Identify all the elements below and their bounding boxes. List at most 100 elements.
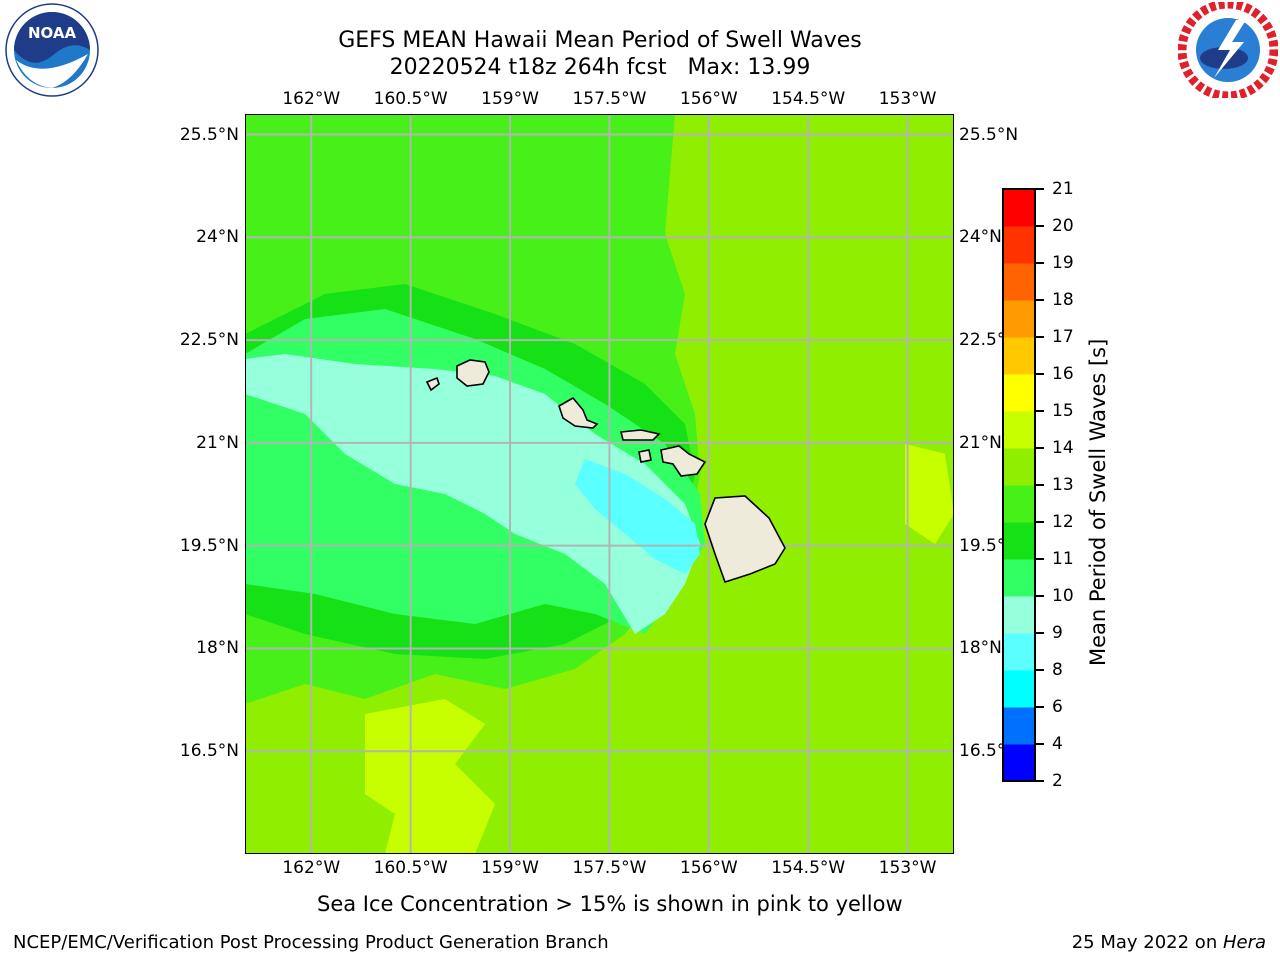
- colorbar-tick-13: [1036, 299, 1044, 301]
- colorbar-tick-10: [1036, 410, 1044, 412]
- colorbar-label-15: 20: [1052, 216, 1074, 236]
- lon-tick-bottom-4: 156°W: [679, 858, 738, 878]
- island-lanai: [638, 449, 652, 463]
- colorbar-tick-9: [1036, 447, 1044, 449]
- colorbar-tick-2: [1036, 706, 1044, 708]
- colorbar-label-12: 17: [1052, 327, 1074, 347]
- colorbar-label-4: 9: [1052, 623, 1063, 643]
- colorbar-title: Mean Period of Swell Waves [s]: [1086, 338, 1110, 666]
- lon-tick-bottom-2: 159°W: [481, 858, 539, 878]
- colorbar-tick-7: [1036, 521, 1044, 523]
- colorbar-tick-1: [1036, 743, 1044, 745]
- island-niihau: [425, 376, 440, 392]
- nws-logo-icon: [1178, 2, 1278, 98]
- lat-tick-left-3: 21°N: [196, 432, 239, 453]
- lon-tick-bottom-1: 160.5°W: [373, 858, 448, 878]
- colorbar-tick-12: [1036, 336, 1044, 338]
- footer-host: Hera: [1222, 932, 1266, 953]
- island-kauai: [456, 359, 490, 387]
- colorbar-segment-10: [1003, 374, 1035, 412]
- swell-contour-14s-south: [365, 699, 495, 854]
- lon-tick-bottom-6: 153°W: [878, 858, 937, 878]
- colorbar-segment-1: [1003, 707, 1035, 745]
- colorbar-tick-6: [1036, 558, 1044, 560]
- swell-contour-14s-east: [905, 444, 954, 544]
- lat-tick-right-5: 18°N: [959, 638, 1002, 659]
- colorbar-tick-16: [1036, 188, 1044, 190]
- colorbar-label-14: 19: [1052, 253, 1074, 273]
- island-hawaii: [704, 495, 786, 583]
- lon-tick-top-0: 162°W: [282, 89, 341, 109]
- colorbar-segment-9: [1003, 411, 1035, 449]
- colorbar-tick-11: [1036, 373, 1044, 375]
- island-molokai: [619, 429, 661, 441]
- lon-tick-top-3: 157.5°W: [572, 89, 647, 109]
- colorbar-label-13: 18: [1052, 290, 1074, 310]
- colorbar-tick-15: [1036, 225, 1044, 227]
- island-maui: [660, 445, 707, 477]
- colorbar-segment-11: [1003, 337, 1035, 375]
- lat-tick-left-4: 19.5°N: [179, 535, 239, 556]
- noaa-logo-text: NOAA: [28, 24, 77, 42]
- colorbar-label-6: 11: [1052, 549, 1074, 569]
- map-plot: [245, 114, 954, 854]
- lat-tick-right-3: 21°N: [959, 432, 1002, 453]
- lon-tick-top-2: 159°W: [481, 89, 539, 109]
- colorbar-tick-8: [1036, 484, 1044, 486]
- colorbar-tick-5: [1036, 595, 1044, 597]
- lon-tick-bottom-5: 154.5°W: [771, 858, 846, 878]
- colorbar-tick-3: [1036, 669, 1044, 671]
- map-title-line1: GEFS MEAN Hawaii Mean Period of Swell Wa…: [338, 28, 862, 53]
- colorbar-label-16: 21: [1052, 179, 1074, 199]
- lat-tick-left-6: 16.5°N: [179, 741, 239, 762]
- map-gridlines: [245, 114, 954, 854]
- colorbar-label-1: 4: [1052, 734, 1063, 754]
- colorbar-segment-8: [1003, 448, 1035, 486]
- colorbar-segment-7: [1003, 485, 1035, 523]
- lon-tick-top-5: 154.5°W: [771, 89, 846, 109]
- colorbar-label-11: 16: [1052, 364, 1074, 384]
- colorbar-segment-15: [1003, 189, 1035, 227]
- map-title-line2: 20220524 t18z 264h fcst Max: 13.99: [389, 55, 811, 80]
- lat-tick-right-0: 25.5°N: [959, 124, 1019, 145]
- footer-date: 25 May 2022 on: [1071, 932, 1223, 953]
- colorbar-segment-5: [1003, 559, 1035, 597]
- footer-left: NCEP/EMC/Verification Post Processing Pr…: [13, 932, 609, 953]
- colorbar-label-10: 15: [1052, 401, 1074, 421]
- colorbar-label-7: 12: [1052, 512, 1074, 532]
- colorbar-label-0: 2: [1052, 771, 1063, 791]
- colorbar-segment-14: [1003, 226, 1035, 264]
- lon-tick-top-6: 153°W: [878, 89, 937, 109]
- swell-contour-13s: [245, 114, 954, 854]
- lon-tick-bottom-3: 157.5°W: [572, 858, 647, 878]
- colorbar-segment-12: [1003, 300, 1035, 338]
- colorbar-label-9: 14: [1052, 438, 1074, 458]
- colorbar-tick-0: [1036, 780, 1044, 782]
- hawaiian-islands: [425, 359, 786, 583]
- colorbar-segment-4: [1003, 596, 1035, 634]
- swell-contour-9s: [245, 354, 700, 634]
- colorbar: [1002, 188, 1036, 782]
- lat-tick-right-1: 24°N: [959, 227, 1002, 248]
- colorbar-label-3: 8: [1052, 660, 1063, 680]
- colorbar-segment-13: [1003, 263, 1035, 301]
- colorbar-label-8: 13: [1052, 475, 1074, 495]
- colorbar-label-5: 10: [1052, 586, 1074, 606]
- lon-tick-top-1: 160.5°W: [373, 89, 448, 109]
- colorbar-tick-14: [1036, 262, 1044, 264]
- colorbar-segment-3: [1003, 633, 1035, 671]
- colorbar-segment-6: [1003, 522, 1035, 560]
- island-oahu: [558, 396, 599, 429]
- colorbar-segment-0: [1003, 744, 1035, 782]
- lat-tick-left-2: 22.5°N: [179, 330, 239, 351]
- colorbar-segment-2: [1003, 670, 1035, 708]
- noaa-logo-icon: NOAA: [5, 3, 99, 97]
- colorbar-tick-4: [1036, 632, 1044, 634]
- colorbar-label-2: 6: [1052, 697, 1063, 717]
- lon-tick-top-4: 156°W: [679, 89, 738, 109]
- lat-tick-left-0: 25.5°N: [179, 124, 239, 145]
- lon-tick-bottom-0: 162°W: [282, 858, 341, 878]
- lat-tick-left-5: 18°N: [196, 638, 239, 659]
- sea-ice-note: Sea Ice Concentration > 15% is shown in …: [317, 892, 903, 916]
- lat-tick-left-1: 24°N: [196, 227, 239, 248]
